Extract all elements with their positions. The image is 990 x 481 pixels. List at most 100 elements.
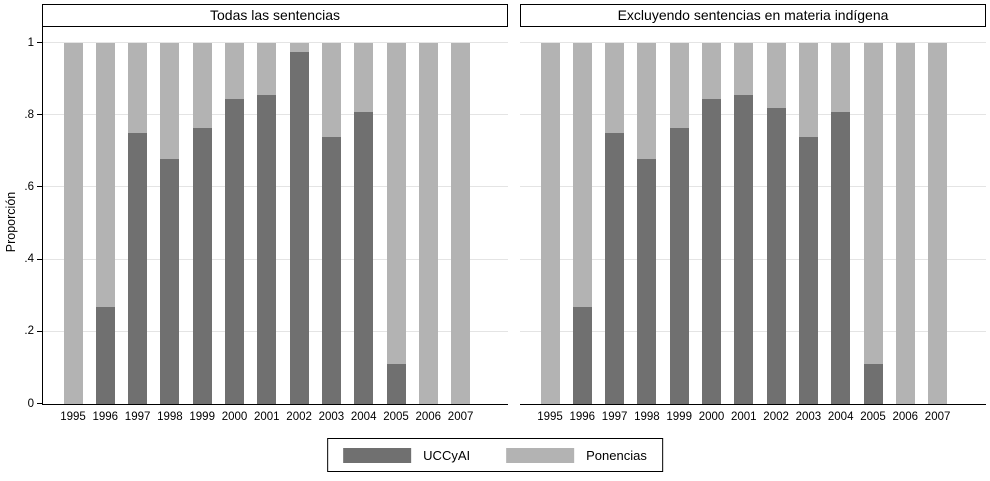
x-tick-label: 2004 xyxy=(827,411,854,423)
bar-segment-uccyai-2003 xyxy=(321,136,341,404)
x-tick-label: 2001 xyxy=(731,411,757,423)
bar-segment-ponencias-2007 xyxy=(928,43,948,404)
x-tick-label: 2000 xyxy=(221,411,248,423)
legend-label-ponencias: Ponencias xyxy=(586,447,647,463)
bar-2003 xyxy=(798,43,818,404)
y-tick-mark xyxy=(37,403,42,404)
bar-2006 xyxy=(418,43,438,404)
bar-2007 xyxy=(928,43,948,404)
bar-1998 xyxy=(637,43,657,404)
bar-segment-ponencias-1998 xyxy=(160,43,180,159)
y-tick-mark xyxy=(37,186,42,188)
bar-2006 xyxy=(895,43,915,404)
bar-2003 xyxy=(321,43,341,404)
x-tick-label: 2007 xyxy=(447,411,474,423)
x-tick-label: 2003 xyxy=(795,411,822,423)
x-tick-label: 2006 xyxy=(415,411,442,423)
bar-segment-ponencias-2007 xyxy=(451,43,471,404)
x-tick-label: 2000 xyxy=(698,411,725,423)
bar-2004 xyxy=(831,43,851,404)
gridline-1 xyxy=(43,42,508,43)
bar-segment-uccyai-2004 xyxy=(831,111,851,404)
y-tick-mark xyxy=(37,330,42,332)
bar-segment-ponencias-2004 xyxy=(831,43,851,112)
bar-1998 xyxy=(160,43,180,404)
bar-segment-ponencias-1997 xyxy=(128,43,148,134)
bar-2007 xyxy=(451,43,471,404)
bar-segment-uccyai-2002 xyxy=(289,52,309,404)
bar-2002 xyxy=(766,43,786,404)
x-tick-label: 1998 xyxy=(157,411,183,423)
y-tick-mark xyxy=(37,258,42,260)
x-tick-label: 2001 xyxy=(254,411,280,423)
legend: UCCyAI Ponencias xyxy=(327,438,663,472)
bar-segment-ponencias-2003 xyxy=(798,43,818,137)
bar-segment-ponencias-2006 xyxy=(895,43,915,404)
bar-1996 xyxy=(95,43,115,404)
bar-segment-uccyai-1996 xyxy=(95,306,115,404)
bar-segment-ponencias-1999 xyxy=(192,43,212,128)
x-tick-label: 1995 xyxy=(537,411,563,423)
bar-segment-ponencias-2000 xyxy=(702,43,721,99)
bar-segment-uccyai-2005 xyxy=(863,364,883,404)
bar-segment-uccyai-1997 xyxy=(605,133,625,404)
bar-2005 xyxy=(863,43,883,404)
x-tick-label: 1999 xyxy=(666,411,692,423)
legend-label-uccyai: UCCyAI xyxy=(423,447,471,463)
y-tick-label: .8 xyxy=(24,108,34,121)
y-tick-label: 1 xyxy=(27,36,34,49)
x-tick-label: 1995 xyxy=(60,411,86,423)
bar-segment-ponencias-2005 xyxy=(863,43,883,365)
bar-segment-ponencias-1996 xyxy=(572,43,592,307)
y-tick-label: 0 xyxy=(27,397,34,410)
bar-segment-ponencias-2001 xyxy=(734,43,754,96)
x-tick-label: 2002 xyxy=(286,411,312,423)
x-tick-label: 2004 xyxy=(350,411,377,423)
bar-segment-uccyai-2003 xyxy=(798,136,818,404)
bar-1999 xyxy=(669,43,689,404)
bar-segment-ponencias-2001 xyxy=(257,43,277,96)
x-tick-label: 1997 xyxy=(124,411,151,423)
bar-segment-ponencias-2003 xyxy=(321,43,341,137)
bar-segment-ponencias-2004 xyxy=(354,43,374,112)
x-tick-label: 1996 xyxy=(92,411,119,423)
bar-1995 xyxy=(540,43,560,404)
x-tick-label: 2006 xyxy=(892,411,919,423)
panel-title: Excluyendo sentencias en materia indígen… xyxy=(520,4,986,27)
bar-segment-uccyai-1999 xyxy=(669,127,689,404)
bar-segment-uccyai-2001 xyxy=(734,95,754,404)
bar-segment-ponencias-1995 xyxy=(63,43,83,404)
x-tick-label: 2002 xyxy=(763,411,789,423)
bar-segment-ponencias-1995 xyxy=(540,43,560,404)
bar-segment-ponencias-2000 xyxy=(225,43,244,99)
bar-1995 xyxy=(63,43,83,404)
x-tick-label: 1996 xyxy=(569,411,596,423)
y-tick-label: .6 xyxy=(24,180,34,193)
bar-2000 xyxy=(225,43,244,404)
bar-segment-uccyai-2001 xyxy=(257,95,277,404)
y-tick-mark xyxy=(37,42,42,43)
x-tick-label: 1997 xyxy=(601,411,628,423)
panel-title: Todas las sentencias xyxy=(42,4,508,27)
x-tick-label: 1998 xyxy=(634,411,660,423)
bar-segment-uccyai-2004 xyxy=(354,111,374,404)
bar-segment-uccyai-1998 xyxy=(637,158,657,404)
bar-segment-ponencias-1997 xyxy=(605,43,625,134)
bar-1996 xyxy=(572,43,592,404)
panel-todas-las-sentencias: Todas las sentencias 1995 1996 1997 1998 199… xyxy=(24,4,508,423)
bar-segment-uccyai-1998 xyxy=(160,158,180,404)
bar-segment-uccyai-2005 xyxy=(386,364,406,404)
bar-2004 xyxy=(354,43,374,404)
bar-segment-ponencias-2005 xyxy=(386,43,406,365)
bar-2002 xyxy=(289,43,309,404)
legend-swatch-ponencias xyxy=(506,447,575,463)
bar-segment-uccyai-2000 xyxy=(225,98,244,404)
bar-segment-uccyai-1996 xyxy=(572,306,592,404)
y-tick-label: .2 xyxy=(24,325,34,338)
x-tick-label: 1999 xyxy=(189,411,215,423)
bar-segment-ponencias-2002 xyxy=(289,43,309,53)
bar-1997 xyxy=(128,43,148,404)
legend-swatch-uccyai xyxy=(343,447,412,463)
bar-segment-ponencias-2002 xyxy=(766,43,786,108)
